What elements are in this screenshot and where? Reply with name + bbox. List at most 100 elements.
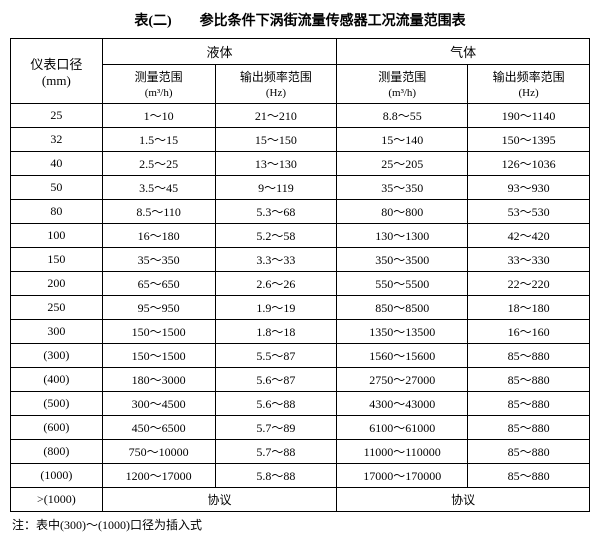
table-row: >(1000)协议协议: [11, 488, 590, 512]
header-gas-freq: 输出频率范围 (Hz): [468, 65, 590, 104]
cell-gas-freq: 93～930: [468, 176, 590, 200]
cell-liquid-freq: 5.3～68: [215, 200, 337, 224]
cell-liquid-range: 450～6500: [102, 416, 215, 440]
cell-diameter: 25: [11, 104, 103, 128]
cell-diameter: 250: [11, 296, 103, 320]
cell-gas-range: 8.8～55: [337, 104, 468, 128]
cell-diameter: >(1000): [11, 488, 103, 512]
diameter-label: 仪表口径: [30, 57, 82, 72]
table-row: (1000)1200～170005.8～8817000～17000085～880: [11, 464, 590, 488]
cell-gas-freq: 22～220: [468, 272, 590, 296]
cell-gas-range: 80～800: [337, 200, 468, 224]
table-row: 15035～3503.3～33350～350033～330: [11, 248, 590, 272]
cell-gas-freq: 53～530: [468, 200, 590, 224]
header-diameter: 仪表口径 (mm): [11, 39, 103, 104]
table-body: 251～1021～2108.8～55190～1140321.5～1515～150…: [11, 104, 590, 512]
cell-liquid-freq: 21～210: [215, 104, 337, 128]
cell-liquid-freq: 1.9～19: [215, 296, 337, 320]
range-label: 测量范围: [135, 70, 183, 84]
cell-gas-freq: 18～180: [468, 296, 590, 320]
table-row: 503.5～459～11935～35093～930: [11, 176, 590, 200]
cell-diameter: 50: [11, 176, 103, 200]
cell-liquid-range: 150～1500: [102, 320, 215, 344]
cell-liquid-range: 180～3000: [102, 368, 215, 392]
cell-gas-range: 15～140: [337, 128, 468, 152]
cell-liquid-range: 35～350: [102, 248, 215, 272]
cell-gas-range: 550～5500: [337, 272, 468, 296]
cell-liquid-freq: 5.7～89: [215, 416, 337, 440]
cell-gas-freq: 85～880: [468, 344, 590, 368]
diameter-unit: (mm): [42, 73, 71, 88]
cell-liquid-range: 1.5～15: [102, 128, 215, 152]
cell-diameter: 100: [11, 224, 103, 248]
table-title: 表(二) 参比条件下涡街流量传感器工况流量范围表: [10, 10, 590, 30]
cell-liquid-freq: 5.5～87: [215, 344, 337, 368]
table-row: 10016～1805.2～58130～130042～420: [11, 224, 590, 248]
cell-diameter: (600): [11, 416, 103, 440]
cell-gas-range: 1350～13500: [337, 320, 468, 344]
table-row: (600)450～65005.7～896100～6100085～880: [11, 416, 590, 440]
cell-diameter: (500): [11, 392, 103, 416]
cell-gas-freq: 85～880: [468, 440, 590, 464]
cell-liquid-freq: 9～119: [215, 176, 337, 200]
header-gas: 气体: [337, 39, 590, 65]
cell-liquid-freq: 5.6～87: [215, 368, 337, 392]
cell-gas-range: 130～1300: [337, 224, 468, 248]
cell-liquid-freq: 5.6～88: [215, 392, 337, 416]
cell-gas-range: 350～3500: [337, 248, 468, 272]
cell-gas-range: 25～205: [337, 152, 468, 176]
table-row: 300150～15001.8～181350～1350016～160: [11, 320, 590, 344]
table-row: 25095～9501.9～19850～850018～180: [11, 296, 590, 320]
table-row: (400)180～30005.6～872750～2700085～880: [11, 368, 590, 392]
cell-liquid-freq: 5.8～88: [215, 464, 337, 488]
cell-diameter: (1000): [11, 464, 103, 488]
cell-liquid-freq: 2.6～26: [215, 272, 337, 296]
cell-gas-freq: 85～880: [468, 368, 590, 392]
cell-liquid-freq: 5.7～88: [215, 440, 337, 464]
cell-gas-range: 850～8500: [337, 296, 468, 320]
cell-liquid-freq: 3.3～33: [215, 248, 337, 272]
cell-gas-freq: 33～330: [468, 248, 590, 272]
cell-diameter: 80: [11, 200, 103, 224]
cell-gas-freq: 42～420: [468, 224, 590, 248]
cell-liquid-freq: 5.2～58: [215, 224, 337, 248]
cell-gas-range: 17000～170000: [337, 464, 468, 488]
cell-liquid-range: 2.5～25: [102, 152, 215, 176]
table-row: (500)300～45005.6～884300～4300085～880: [11, 392, 590, 416]
cell-gas: 协议: [337, 488, 590, 512]
table-row: (800)750～100005.7～8811000～11000085～880: [11, 440, 590, 464]
cell-liquid-range: 750～10000: [102, 440, 215, 464]
cell-diameter: 40: [11, 152, 103, 176]
cell-gas-range: 1560～15600: [337, 344, 468, 368]
cell-gas-freq: 85～880: [468, 464, 590, 488]
table-row: (300)150～15005.5～871560～1560085～880: [11, 344, 590, 368]
cell-diameter: 300: [11, 320, 103, 344]
cell-gas-freq: 85～880: [468, 392, 590, 416]
cell-gas-range: 11000～110000: [337, 440, 468, 464]
freq-label: 输出频率范围: [240, 70, 312, 84]
table-row: 808.5～1105.3～6880～80053～530: [11, 200, 590, 224]
cell-liquid-range: 300～4500: [102, 392, 215, 416]
cell-gas-range: 2750～27000: [337, 368, 468, 392]
cell-liquid-range: 3.5～45: [102, 176, 215, 200]
cell-diameter: 200: [11, 272, 103, 296]
cell-liquid-range: 95～950: [102, 296, 215, 320]
header-liquid-freq: 输出频率范围 (Hz): [215, 65, 337, 104]
cell-diameter: (800): [11, 440, 103, 464]
cell-liquid: 协议: [102, 488, 337, 512]
cell-liquid-range: 1200～17000: [102, 464, 215, 488]
cell-liquid-range: 150～1500: [102, 344, 215, 368]
table-row: 251～1021～2108.8～55190～1140: [11, 104, 590, 128]
table-note: 注：表中(300)～(1000)口径为插入式: [10, 516, 590, 533]
cell-liquid-freq: 13～130: [215, 152, 337, 176]
cell-diameter: (300): [11, 344, 103, 368]
range-unit: (m³/h): [145, 87, 173, 99]
cell-gas-freq: 85～880: [468, 416, 590, 440]
freq-unit: (Hz): [519, 87, 539, 99]
header-liquid-range: 测量范围 (m³/h): [102, 65, 215, 104]
range-label: 测量范围: [378, 70, 426, 84]
table-row: 321.5～1515～15015～140150～1395: [11, 128, 590, 152]
cell-gas-range: 4300～43000: [337, 392, 468, 416]
table-row: 402.5～2513～13025～205126～1036: [11, 152, 590, 176]
cell-liquid-freq: 15～150: [215, 128, 337, 152]
